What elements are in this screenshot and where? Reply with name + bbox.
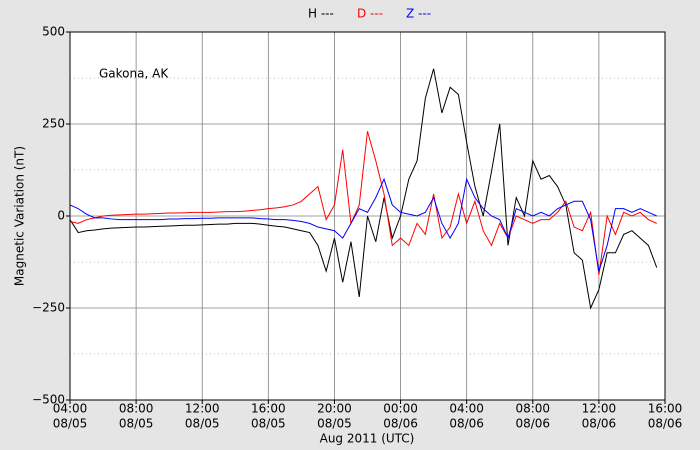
series-line — [69, 68, 658, 310]
x-tick-label: 12:00 — [185, 402, 220, 416]
y-tick-label: −500 — [32, 393, 65, 407]
y-tick-label: 250 — [42, 117, 65, 131]
lines — [69, 68, 658, 310]
legend-entry: Z --- — [406, 7, 431, 21]
x-tick-label: 12:00 — [582, 402, 617, 416]
y-tick-label: 0 — [57, 209, 65, 223]
x-tick-label: 04:00 — [449, 402, 484, 416]
annotation: Gakona, AK — [99, 67, 169, 81]
x-tick-label: 08/05 — [317, 417, 352, 431]
x-tick-label: 08/05 — [53, 417, 88, 431]
x-tick-label: 04:00 — [53, 402, 88, 416]
x-tick-label: 08/05 — [119, 417, 154, 431]
x-axis-label: Aug 2011 (UTC) — [320, 432, 415, 446]
series-line — [69, 177, 657, 272]
x-tick-label: 00:00 — [383, 402, 418, 416]
y-axis-label: Magnetic Variation (nT) — [13, 146, 27, 286]
series-line — [69, 131, 657, 275]
x-tick-label: 08/05 — [185, 417, 220, 431]
x-tick-label: 08:00 — [119, 402, 154, 416]
legend-entry: D --- — [357, 7, 383, 21]
plot-frame — [69, 31, 666, 401]
x-tick-label: 16:00 — [251, 402, 286, 416]
y-tick-label: −250 — [32, 301, 65, 315]
x-tick-label: 08/06 — [449, 417, 484, 431]
x-tick-label: 08/06 — [515, 417, 550, 431]
x-tick-label: 08/06 — [648, 417, 683, 431]
x-tick-label: 08/05 — [251, 417, 286, 431]
legend: H --- D --- Z --- — [308, 7, 431, 21]
x-tick-label: 08:00 — [515, 402, 550, 416]
x-tick-label: 08/06 — [383, 417, 418, 431]
x-tick-label: 16:00 — [648, 402, 683, 416]
legend-entry: H --- — [308, 7, 334, 21]
x-tick-label: 20:00 — [317, 402, 352, 416]
x-tick-label: 08/06 — [582, 417, 617, 431]
y-tick-label: 500 — [42, 25, 65, 39]
